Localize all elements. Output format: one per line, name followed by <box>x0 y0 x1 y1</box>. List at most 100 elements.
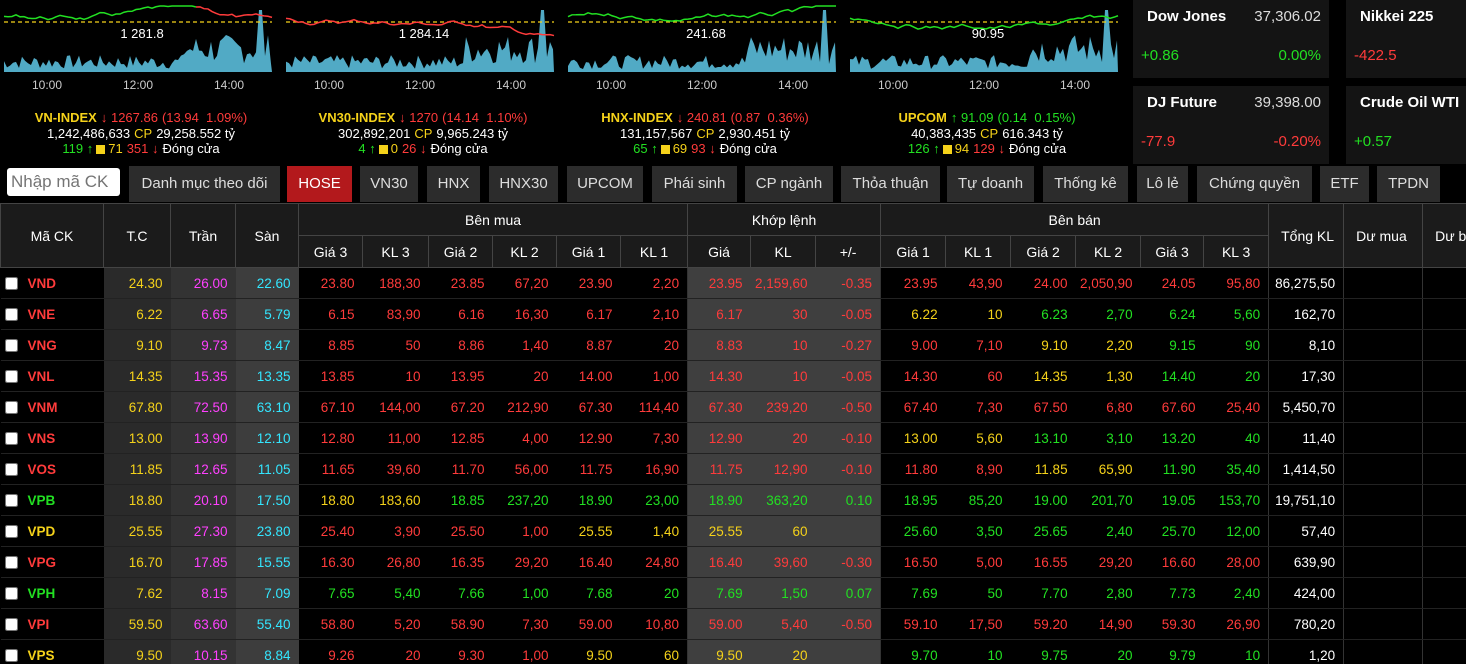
column-header: Giá 1 <box>556 235 621 268</box>
cell: 59.10 <box>880 608 946 640</box>
cell: 9.30 <box>428 639 493 664</box>
cell: 3,10 <box>1075 422 1141 454</box>
advancers: 119 ↑ <box>62 141 94 156</box>
cell: 67.30 <box>556 391 621 423</box>
search-input[interactable] <box>7 168 120 196</box>
cell: 14.30 <box>687 360 751 392</box>
index-summary: VN-INDEX ↓ 1267.86 (13.94 1.09%) <box>2 110 280 125</box>
world-value: 39,398.00 <box>1254 94 1321 111</box>
cell: 23.80 <box>298 267 363 299</box>
cell: 63.60 <box>170 608 236 640</box>
cell: 5,60 <box>945 422 1011 454</box>
cell: 11.90 <box>1140 453 1204 485</box>
cell: 7.69 <box>880 577 946 609</box>
symbol: VPH <box>27 585 56 601</box>
tab[interactable]: HNX30 <box>489 166 558 202</box>
tab[interactable]: ETF <box>1320 166 1369 202</box>
row-checkbox[interactable] <box>4 617 18 631</box>
row-checkbox[interactable] <box>4 369 18 383</box>
cell: 8,10 <box>1268 329 1345 361</box>
cell: 15.55 <box>235 546 299 578</box>
cell <box>1422 484 1466 516</box>
world-percent: -0.20% <box>1273 133 1321 150</box>
tab[interactable]: Danh mục theo dõi <box>129 166 280 202</box>
cell: 2,40 <box>1075 515 1141 547</box>
cell: 9.79 <box>1140 639 1204 664</box>
cell: 10 <box>750 360 816 392</box>
volume-area <box>568 10 836 72</box>
tab[interactable]: HNX <box>427 166 480 202</box>
cell: 144,00 <box>362 391 429 423</box>
column-header: +/- <box>815 235 882 268</box>
index-panel: 241.68 10:00 12:00 14:00 HNX-INDEX ↓ 240.81 (0… <box>566 0 844 163</box>
cell: 11.75 <box>687 453 751 485</box>
row-checkbox[interactable] <box>4 493 18 507</box>
cell: 1,50 <box>750 577 816 609</box>
index-volume: 40,383,435 <box>911 126 977 141</box>
row-checkbox[interactable] <box>4 586 18 600</box>
cell: 25.50 <box>428 515 493 547</box>
world-name: DJ Future <box>1147 94 1218 111</box>
unchanged-icon <box>942 145 952 154</box>
cell: 23.90 <box>556 267 621 299</box>
tab[interactable]: CP ngành <box>745 166 833 202</box>
column-header: Mã CK <box>0 203 104 268</box>
cell: 20 <box>620 577 689 609</box>
cell: 6.23 <box>1010 298 1076 330</box>
row-checkbox[interactable] <box>4 431 18 445</box>
tab[interactable]: Chứng quyền <box>1197 166 1312 202</box>
row-checkbox[interactable] <box>4 276 18 290</box>
column-header: Giá 1 <box>880 235 947 268</box>
column-header: KL <box>750 235 817 268</box>
tab[interactable]: VN30 <box>360 166 418 202</box>
tab[interactable]: Thỏa thuận <box>841 166 940 202</box>
cell: 58.80 <box>298 608 363 640</box>
tab[interactable]: Tự doanh <box>947 166 1034 202</box>
index-value: ↓ 1270 <box>399 110 439 125</box>
symbol-cell: VOS <box>0 453 104 485</box>
row-checkbox[interactable] <box>4 307 18 321</box>
table-body: VND 24.30 26.00 22.60 23.80 188,30 23.85 67,20 2… <box>0 267 1466 664</box>
time-label: 14:00 <box>1060 78 1091 92</box>
symbol-cell: VPB <box>0 484 104 516</box>
tab[interactable]: Lô lẻ <box>1137 166 1188 202</box>
cell: 13.00 <box>880 422 946 454</box>
cell: 188,30 <box>362 267 429 299</box>
advancers: 65 ↑ <box>633 141 658 156</box>
row-checkbox[interactable] <box>4 400 18 414</box>
tab[interactable]: Thống kê <box>1043 166 1128 202</box>
cell: 11.80 <box>880 453 946 485</box>
symbol-cell: VPG <box>0 546 104 578</box>
tab[interactable]: Phái sinh <box>652 166 737 202</box>
time-label: 12:00 <box>405 78 436 92</box>
stock-row: VPS 9.50 10.15 8.84 9.26 20 9.30 1,00 9.50 60 9.50… <box>0 639 1466 664</box>
row-checkbox[interactable] <box>4 648 18 662</box>
unchanged: 94 <box>954 141 970 156</box>
tab[interactable]: TPDN <box>1377 166 1440 202</box>
cell: 29,20 <box>1075 546 1141 578</box>
symbol-cell: VNS <box>0 422 104 454</box>
row-checkbox[interactable] <box>4 555 18 569</box>
column-header: Dư mua <box>1343 203 1424 268</box>
tab[interactable]: HOSE <box>287 166 352 202</box>
row-checkbox[interactable] <box>4 462 18 476</box>
row-checkbox[interactable] <box>4 338 18 352</box>
cell <box>1343 515 1424 547</box>
world-value: 37,306.02 <box>1254 8 1321 25</box>
cell: 8,90 <box>945 453 1011 485</box>
index-value: ↓ 240.81 <box>676 110 727 125</box>
price-table: Mã CK T.C Trần Sàn Bên mua Khớp lệnh Bên bán Tổ… <box>0 203 1466 664</box>
cell: 86,275,50 <box>1268 267 1345 299</box>
header-row: Giá 3 KL 3 Giá 2 KL 2 Giá 1 KL 1 Giá KL +/- Giá 1… <box>1 235 1466 268</box>
cell <box>1343 267 1424 299</box>
index-breadth: 119 ↑ 71 351 ↓ Đóng cửa <box>2 141 280 156</box>
index-volume-line: 302,892,201 CP 9,965.243 tỷ <box>284 126 562 141</box>
row-checkbox[interactable] <box>4 524 18 538</box>
cell: 65,90 <box>1075 453 1141 485</box>
cell <box>1343 329 1424 361</box>
cell: -0.05 <box>815 360 882 392</box>
tab[interactable]: UPCOM <box>567 166 643 202</box>
cell: 19,751,10 <box>1268 484 1345 516</box>
chart-label: 241.68 <box>686 26 726 41</box>
stock-row: VOS 11.85 12.65 11.05 11.65 39,60 11.70 56,00 11… <box>0 453 1466 485</box>
